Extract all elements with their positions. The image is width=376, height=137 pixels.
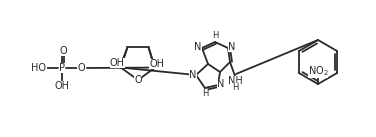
Text: H: H [202, 89, 208, 98]
Text: O: O [134, 75, 142, 85]
Text: OH: OH [110, 58, 125, 68]
Text: N: N [194, 42, 202, 52]
Text: N: N [228, 42, 236, 52]
Text: O: O [77, 63, 85, 73]
Text: H: H [232, 82, 238, 92]
Text: NO$_2$: NO$_2$ [308, 64, 328, 78]
Text: P: P [59, 63, 65, 73]
Text: NH: NH [227, 76, 243, 86]
Text: N: N [189, 70, 197, 80]
Text: HO: HO [32, 63, 47, 73]
Text: O: O [59, 46, 67, 56]
Text: N: N [217, 79, 225, 89]
Text: OH: OH [149, 59, 164, 69]
Text: OH: OH [55, 81, 70, 91]
Text: H: H [212, 32, 218, 41]
